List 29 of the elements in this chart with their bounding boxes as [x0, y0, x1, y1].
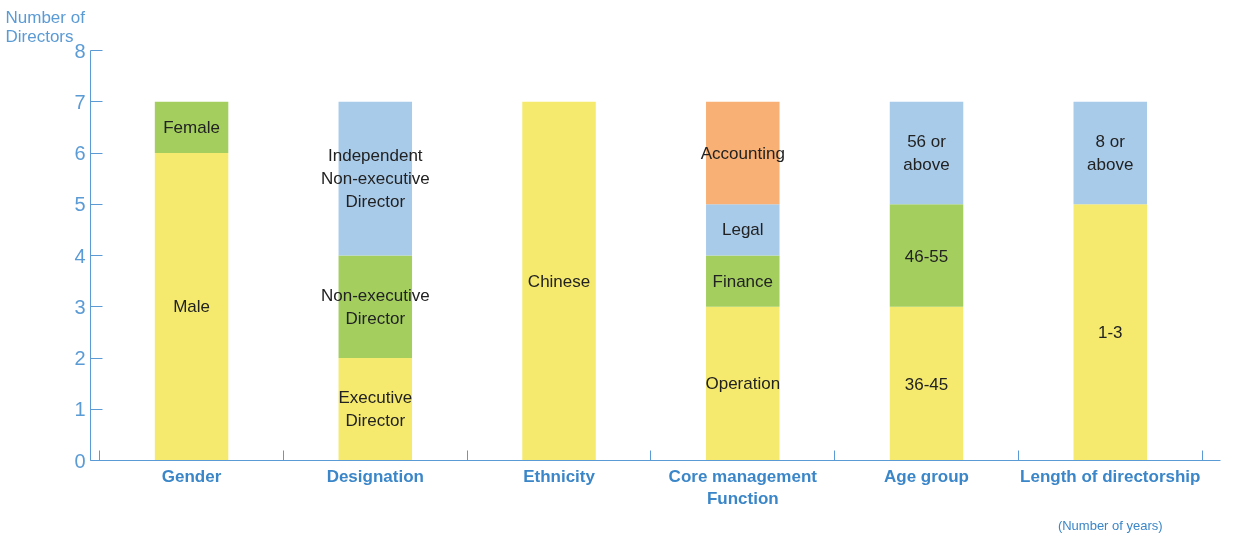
series-label: 56 or above [903, 132, 950, 174]
y-tick-label: 3 [74, 295, 86, 318]
y-tick-label: 5 [74, 193, 86, 216]
x-tick-label: Gender [161, 466, 222, 486]
text: (Number of years) [1057, 517, 1163, 533]
series-label: 8 or above [1087, 132, 1134, 174]
y-tick-label: 7 [74, 90, 86, 113]
series-label: Independent Non-executive Director [320, 146, 430, 211]
series-label: 1-3 [1097, 323, 1123, 343]
y-tick-label: 8 [74, 39, 86, 62]
series-label: Legal [721, 220, 764, 240]
y-tick-label: 4 [74, 244, 86, 267]
x-tick-label: Length of directorship [1020, 466, 1201, 486]
y-tick-label: 1 [74, 398, 86, 421]
x-tick-label: Age group [884, 466, 970, 486]
series-label: Executive Director [338, 388, 413, 431]
series-label: Finance [712, 271, 774, 291]
y-tick-label: 2 [74, 347, 86, 369]
y-tick-label: 6 [74, 142, 86, 164]
series-label: 36-45 [904, 374, 949, 394]
series-label: Male [173, 297, 210, 317]
x-tick-label: Designation [326, 466, 424, 486]
series-label: Operation [705, 374, 781, 394]
series-label: Female [163, 117, 220, 137]
x-tick-label: Ethnicity [523, 466, 596, 486]
y-tick-label: 0 [74, 449, 86, 472]
series-label: Chinese [527, 271, 591, 291]
series-label: 46-55 [904, 246, 949, 266]
x-tick-label: Core management Function [668, 466, 818, 509]
